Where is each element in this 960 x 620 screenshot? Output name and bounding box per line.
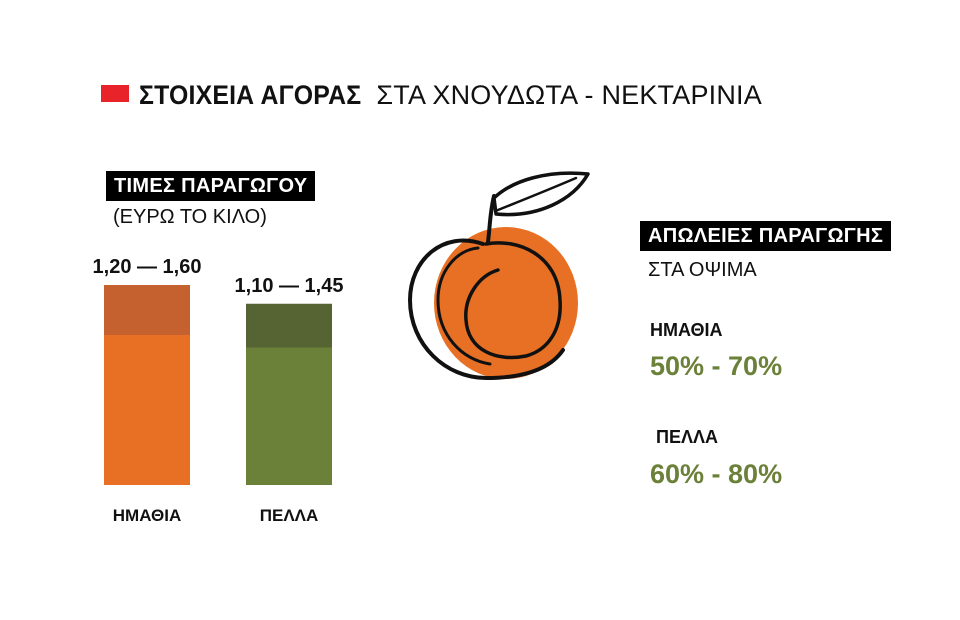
bar-value-label-1: 1,10 — 1,45 bbox=[235, 275, 344, 297]
bar-range-0 bbox=[104, 285, 190, 335]
page-title: ΣΤΟΙΧΕΙΑ ΑΓΟΡΑΣ ΣΤΑ ΧΝΟΥΔΩΤΑ - ΝΕΚΤΑΡΙΝΙ… bbox=[139, 79, 762, 111]
price-range-chart: 1,20 — 1,60 ΗΜΑΘΙΑ 1,10 — 1,45 ΠΕΛΛΑ bbox=[93, 256, 344, 525]
loss-value-pella: 60% - 80% bbox=[650, 459, 783, 489]
prices-unit: (ΕΥΡΩ ΤΟ ΚΙΛΟ) bbox=[113, 206, 267, 228]
losses-subtitle: ΣΤΑ ΟΨΙΜΑ bbox=[648, 259, 757, 281]
bar-value-label-0: 1,20 — 1,60 bbox=[93, 256, 202, 278]
category-label-1: ΠΕΛΛΑ bbox=[260, 506, 319, 525]
peach-outline bbox=[407, 238, 565, 381]
peach-icon bbox=[407, 171, 590, 381]
loss-region-pella: ΠΕΛΛΑ bbox=[656, 427, 719, 447]
bar-base-1 bbox=[246, 347, 332, 485]
title-rest: ΣΤΑ ΧΝΟΥΔΩΤΑ - ΝΕΚΤΑΡΙΝΙΑ bbox=[376, 80, 762, 110]
category-label-0: ΗΜΑΘΙΑ bbox=[113, 506, 181, 525]
peach-leaf-vein bbox=[496, 176, 578, 212]
peach-crease bbox=[464, 241, 562, 360]
loss-region-imathia: ΗΜΑΘΙΑ bbox=[650, 320, 723, 340]
bar-base-0 bbox=[104, 335, 190, 485]
bar-range-1 bbox=[246, 303, 332, 348]
losses-label: ΑΠΩΛΕΙΕΣ ΠΑΡΑΓΩΓΗΣ bbox=[640, 221, 892, 251]
peach-outline-inner bbox=[436, 246, 492, 366]
peach-body-fill bbox=[434, 227, 578, 379]
prices-label: ΤΙΜΕΣ ΠΑΡΑΓΩΓΟΥ bbox=[106, 171, 316, 201]
loss-value-imathia: 50% - 70% bbox=[650, 351, 783, 381]
title-marker bbox=[101, 85, 129, 102]
title-bold: ΣΤΟΙΧΕΙΑ ΑΓΟΡΑΣ bbox=[139, 80, 362, 110]
